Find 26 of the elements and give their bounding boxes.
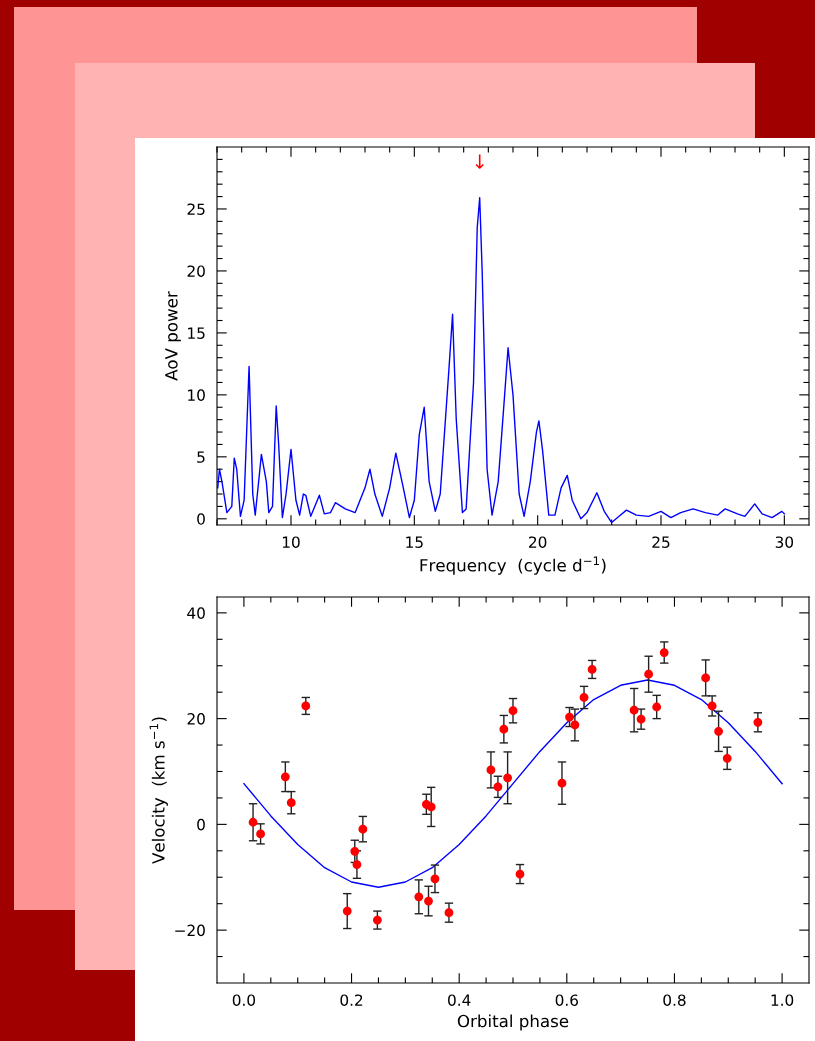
y-tick-label: 15 xyxy=(188,327,205,339)
y-tick-label: 20 xyxy=(187,265,205,277)
y-tick-label: 0 xyxy=(197,513,205,525)
x-tick-label: 10 xyxy=(282,536,300,548)
y-tick-label: 0 xyxy=(197,818,205,831)
x-tick-label: 20 xyxy=(529,536,547,548)
x-tick-label: 0.4 xyxy=(448,994,471,1006)
y-axis-title: Velocity (km s$^{−1}$) xyxy=(149,717,168,864)
y-tick-label: 10 xyxy=(188,389,205,401)
x-tick-label: 1.0 xyxy=(771,994,794,1006)
x-axis-title: Orbital phase xyxy=(457,1014,569,1031)
y-tick-label: 25 xyxy=(187,203,205,215)
y-tick-label: 5 xyxy=(197,451,205,463)
x-tick-label: 0.2 xyxy=(340,994,363,1006)
y-tick-label: 20 xyxy=(187,713,205,725)
y-axis-title: AoV power xyxy=(165,291,181,381)
x-tick-label: 25 xyxy=(652,536,670,548)
annotation: ↓ xyxy=(475,154,484,169)
x-axis-title: Frequency (cycle d$^{−1}$) xyxy=(420,556,606,575)
x-tick-label: 0.6 xyxy=(555,994,578,1006)
x-tick-label: 30 xyxy=(775,536,794,548)
x-tick-label: 15 xyxy=(406,536,423,548)
y-tick-label: −20 xyxy=(175,924,205,937)
x-tick-label: 0.8 xyxy=(663,994,686,1006)
y-tick-label: 40 xyxy=(187,607,205,619)
x-tick-label: 0.0 xyxy=(232,994,256,1006)
